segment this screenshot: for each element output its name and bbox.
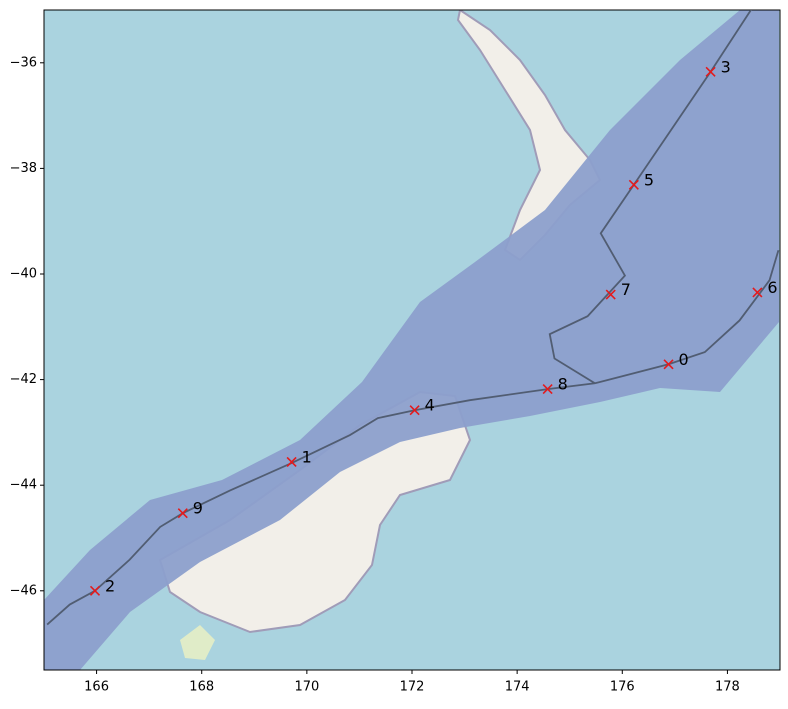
map-background — [44, 10, 780, 670]
marker-stroke — [628, 179, 639, 190]
marker-stroke — [286, 456, 297, 468]
marker-stroke — [89, 585, 101, 596]
y-tick-label: −36 — [10, 55, 37, 70]
point-label: 3 — [721, 57, 731, 76]
point-marker — [628, 179, 639, 190]
marker-stroke — [605, 289, 616, 300]
point-label: 5 — [644, 170, 654, 189]
point-label: 6 — [767, 278, 777, 297]
x-tick-label: 166 — [84, 680, 109, 695]
point-label: 4 — [425, 396, 435, 415]
y-tick-label: −38 — [10, 161, 37, 176]
x-tick-label: 178 — [715, 680, 740, 695]
marker-stroke — [705, 66, 716, 77]
point-marker — [705, 66, 716, 77]
point-marker — [286, 456, 297, 468]
y-tick-label: −46 — [10, 583, 37, 598]
marker-stroke — [177, 508, 188, 519]
y-tick-label: −44 — [10, 478, 37, 493]
route-line — [46, 10, 780, 626]
point-marker — [542, 384, 553, 395]
y-tick-label: −42 — [10, 372, 37, 387]
point-label: 1 — [302, 447, 312, 466]
point-label: 0 — [679, 350, 689, 369]
point-marker — [177, 508, 188, 519]
marker-stroke — [752, 287, 763, 298]
point-marker — [409, 405, 420, 416]
point-label: 7 — [621, 280, 631, 299]
point-label: 9 — [193, 499, 203, 518]
point-marker — [89, 585, 101, 596]
point-marker — [605, 289, 616, 300]
x-tick-label: 168 — [189, 680, 214, 695]
x-tick-label: 176 — [610, 680, 635, 695]
point-label: 2 — [105, 576, 115, 595]
point-marker — [752, 287, 763, 298]
y-tick-label: −40 — [10, 267, 37, 282]
marker-stroke — [663, 359, 674, 370]
x-tick-label: 174 — [505, 680, 530, 695]
marker-stroke — [409, 405, 420, 416]
point-marker — [663, 359, 674, 370]
point-label: 8 — [558, 375, 568, 394]
x-tick-label: 170 — [294, 680, 319, 695]
marker-stroke — [542, 384, 553, 395]
x-tick-label: 172 — [400, 680, 425, 695]
